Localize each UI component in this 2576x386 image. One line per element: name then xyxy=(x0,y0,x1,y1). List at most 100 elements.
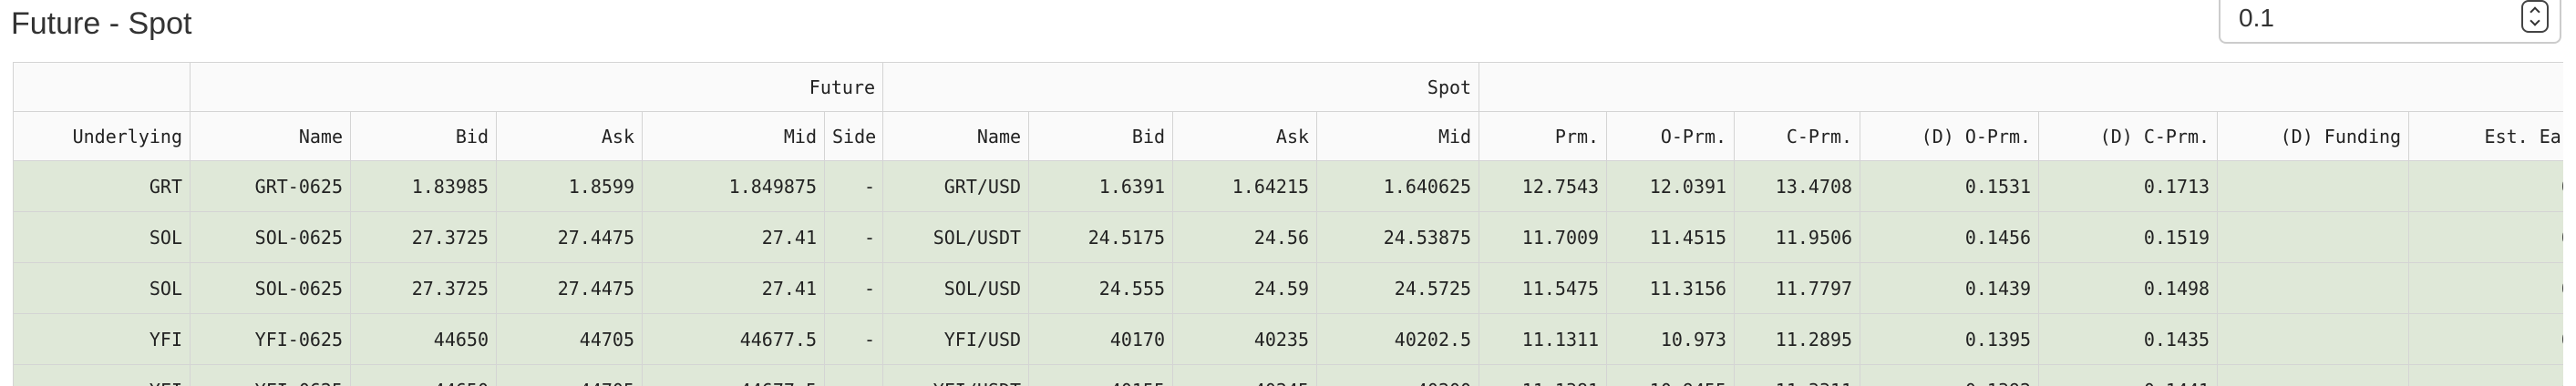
table-cell: SOL xyxy=(13,262,191,314)
table-cell: 0.1395 xyxy=(2408,313,2563,365)
column-header[interactable]: Name xyxy=(190,111,351,161)
column-header[interactable]: Bid xyxy=(1028,111,1174,161)
column-group-header xyxy=(13,62,191,112)
table-body: GRT GRT-0625 1.83985 1.8599 1.849875- GRT/USD… xyxy=(13,160,2563,386)
column-group-header: Spot xyxy=(882,62,1480,112)
table-cell: 44650 xyxy=(350,364,497,386)
table-cell: 1.6391 xyxy=(1028,160,1174,212)
table-cell: YFI xyxy=(13,313,191,365)
table-cell: 0.1441 xyxy=(2038,364,2219,386)
table-cell: 11.2895 xyxy=(1734,313,1861,365)
table-cell: 10.973 xyxy=(1606,313,1736,365)
table-row[interactable]: YFIYFI-0625446504470544677.5-YFI/USDT401… xyxy=(13,364,2563,386)
table-cell: GRT/USD xyxy=(882,160,1030,212)
table-cell: 27.3725 xyxy=(350,262,497,314)
table-cell: SOL/USD xyxy=(882,262,1030,314)
page-title: Future - Spot xyxy=(11,6,192,41)
table-cell: 1.849875 xyxy=(642,160,825,212)
table-cell: 44677.5 xyxy=(642,364,825,386)
table-cell: - xyxy=(823,160,884,212)
table-cell: 11.4515 xyxy=(1606,211,1736,263)
table-cell: 10.9455 xyxy=(1606,364,1736,386)
table-cell: 11.5475 xyxy=(1479,262,1608,314)
table-cell: 11.7797 xyxy=(1734,262,1861,314)
table-cell: 11.3311 xyxy=(1734,364,1861,386)
column-group-header: % xyxy=(1479,62,2563,112)
table-cell: 1.8599 xyxy=(496,160,643,212)
table-cell: 0.1531 xyxy=(1860,160,2040,212)
table-cell: SOL/USDT xyxy=(882,211,1030,263)
table-cell: YFI/USDT xyxy=(882,364,1030,386)
table-cell: 24.53875 xyxy=(1316,211,1480,263)
table-cell: SOL-0625 xyxy=(190,211,351,263)
table-cell: 0.1713 xyxy=(2038,160,2219,212)
table-cell: YFI-0625 xyxy=(190,313,351,365)
table-cell: 12.7543 xyxy=(1479,160,1608,212)
column-header[interactable]: Mid xyxy=(642,111,825,161)
threshold-input[interactable] xyxy=(2239,0,2494,36)
table-cell: 0.1519 xyxy=(2038,211,2219,263)
table-cell xyxy=(2217,313,2410,365)
table-cell: 44650 xyxy=(350,313,497,365)
table-cell: - xyxy=(823,262,884,314)
table-cell: 40245 xyxy=(1172,364,1318,386)
column-header[interactable]: Ask xyxy=(496,111,643,161)
chevron-down-icon[interactable] xyxy=(2530,15,2540,26)
table-cell: 0.1392 xyxy=(2408,364,2563,386)
table-cell: 40235 xyxy=(1172,313,1318,365)
table-cell: 40155 xyxy=(1028,364,1174,386)
column-header[interactable]: Side xyxy=(823,111,884,161)
column-header-row: Underlying Name Bid Ask Mid Side Name Bid Ask Mid… xyxy=(13,111,2563,161)
column-header[interactable]: Bid xyxy=(350,111,497,161)
table-cell: 44677.5 xyxy=(642,313,825,365)
column-header[interactable]: (D) Funding xyxy=(2217,111,2410,161)
table-cell: 12.0391 xyxy=(1606,160,1736,212)
table-cell xyxy=(2217,160,2410,212)
table-cell: 11.1311 xyxy=(1479,313,1608,365)
table-row[interactable]: YFI YFI-0625 44650 44705 44677.5- YFI/USD 4017… xyxy=(13,313,2563,365)
table-cell: 0.1392 xyxy=(1860,364,2040,386)
table-cell: 13.4708 xyxy=(1734,160,1861,212)
table-cell: - xyxy=(823,211,884,263)
table-row[interactable]: SOL SOL-0625 27.3725 27.4475 27.41- SOL/USD 24… xyxy=(13,262,2563,314)
table-cell: 1.83985 xyxy=(350,160,497,212)
column-header[interactable]: Est. Earnings xyxy=(2408,111,2563,161)
table-cell: 24.5725 xyxy=(1316,262,1480,314)
table-cell: 40200 xyxy=(1316,364,1480,386)
table-cell: 11.7009 xyxy=(1479,211,1608,263)
table-cell: 24.5175 xyxy=(1028,211,1174,263)
table-row[interactable]: GRT GRT-0625 1.83985 1.8599 1.849875- GRT/USD… xyxy=(13,160,2563,212)
table-cell: 40170 xyxy=(1028,313,1174,365)
column-group-header: Future xyxy=(189,62,884,112)
table-cell: 44705 xyxy=(496,364,643,386)
table-cell: 0.1439 xyxy=(1860,262,2040,314)
column-header[interactable]: Mid xyxy=(1316,111,1480,161)
table-cell: - xyxy=(823,313,884,365)
table-cell: 0.1456 xyxy=(2408,211,2563,263)
table-cell: 11.3156 xyxy=(1606,262,1736,314)
table-cell: 40202.5 xyxy=(1316,313,1480,365)
table-row[interactable]: SOL SOL-0625 27.3725 27.4475 27.41- SOL/USDT 2… xyxy=(13,211,2563,263)
table-cell: 11.1381 xyxy=(1479,364,1608,386)
number-stepper[interactable] xyxy=(2521,0,2549,33)
table-cell: 0.1498 xyxy=(2038,262,2219,314)
column-header[interactable]: Prm. xyxy=(1479,111,1608,161)
column-header[interactable]: Underlying xyxy=(13,111,191,161)
table-cell: 11.9506 xyxy=(1734,211,1861,263)
table-cell xyxy=(2217,262,2410,314)
threshold-number-field[interactable] xyxy=(2219,0,2561,44)
column-header[interactable]: (D) C-Prm. xyxy=(2038,111,2219,161)
column-header[interactable]: (D) O-Prm. xyxy=(1860,111,2040,161)
table-cell: 24.59 xyxy=(1172,262,1318,314)
column-header[interactable]: Ask xyxy=(1172,111,1318,161)
table-cell: 27.4475 xyxy=(496,211,643,263)
table-cell: 27.41 xyxy=(642,262,825,314)
table-cell: YFI/USD xyxy=(882,313,1030,365)
column-header[interactable]: O-Prm. xyxy=(1606,111,1736,161)
column-header[interactable]: Name xyxy=(882,111,1030,161)
column-header[interactable]: C-Prm. xyxy=(1734,111,1861,161)
table-cell: GRT xyxy=(13,160,191,212)
table-cell xyxy=(2217,211,2410,263)
